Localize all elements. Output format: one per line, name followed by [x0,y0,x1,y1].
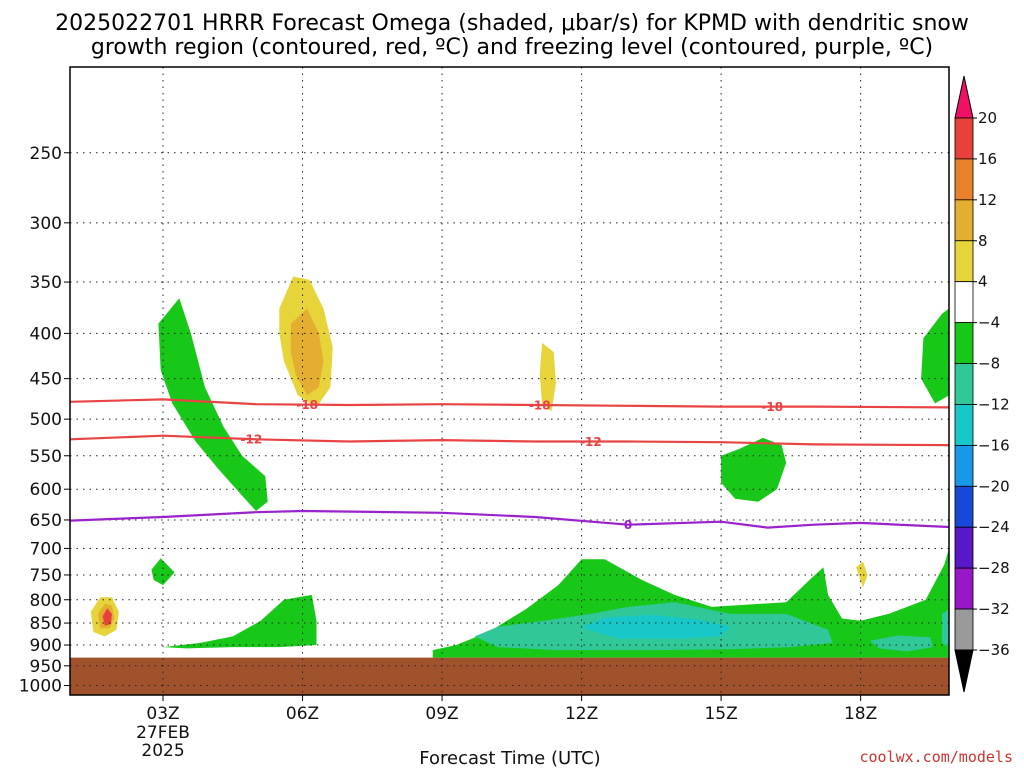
colorbar-tick-label: 8 [978,232,988,250]
chart-title-line-2: growth region (contoured, red, ºC) and f… [91,35,933,60]
x-tick-sublabel: 27FEB [136,723,190,743]
x-tick-label: 15Z [704,704,737,724]
contour-label: 0 [624,518,632,532]
x-tick-label: 09Z [425,704,458,724]
y-tick-label: 250 [30,144,62,164]
omega-area [921,308,949,404]
x-tick-label: 06Z [286,704,319,724]
omega-area [539,342,556,412]
colorbar-swatch [954,158,974,201]
y-tick-label: 400 [30,324,62,344]
omega-area [660,542,745,583]
x-tick-label: 03Z [146,704,179,724]
colorbar-tick-label: 4 [978,273,988,291]
y-tick-label: 450 [30,370,62,390]
omega-area [232,525,261,554]
contour-line [70,398,949,409]
grid-lines [70,67,949,695]
colorbar-tick-label: −24 [978,518,1010,536]
colorbar-tick-label: −32 [978,600,1010,618]
colorbar-swatch [954,444,974,487]
ground-layer [70,657,949,695]
y-tick-label: 350 [30,273,62,293]
omega-area [483,313,587,467]
y-tick-label: 700 [30,539,62,559]
colorbar-top-arrow [954,75,974,119]
plot-area: -18 -18 -18 -12 -12 0 [70,67,949,695]
omega-area [290,308,324,396]
contour-label: -12 [580,435,602,449]
contour-label: -18 [529,399,551,413]
y-tick-label: 850 [30,614,62,634]
y-tick-label: 1000 [19,677,62,697]
x-axis-label: Forecast Time (UTC) [419,748,600,768]
colorbar-tick-label: 16 [978,150,997,168]
omega-area [151,558,175,586]
contour-line [70,509,949,529]
contour-label: -12 [241,433,263,447]
omega-area [658,318,759,442]
y-tick-label: 900 [30,636,62,656]
colorbar-swatch [954,567,974,610]
colorbar-bottom-arrow [954,649,974,693]
colorbar-swatch [954,526,974,569]
contour-line [70,434,949,447]
y-tick-label: 950 [30,657,62,677]
omega-area [163,594,317,649]
colorbar-swatch [954,608,974,651]
colorbar-tick-label: 20 [978,109,997,127]
y-tick-label: 600 [30,480,62,500]
omega-shading [84,67,949,658]
y-tick-label: 800 [30,591,62,611]
omega-area [869,635,933,652]
colorbar-swatch [954,281,974,324]
omega-area [397,67,410,101]
omega-area [844,551,875,605]
x-tick-sublabel: 2025 [141,741,184,761]
omega-area [942,609,949,648]
colorbar-swatch [954,363,974,405]
colorbar-tick-label: −12 [978,395,1010,413]
omega-area [795,222,856,319]
y-tick-label: 300 [30,214,62,234]
colorbar-swatch [954,199,974,242]
omega-area [581,614,731,639]
omega-area [102,608,112,626]
x-tick-label: 18Z [844,704,877,724]
x-tick-label: 12Z [565,704,598,724]
y-tick-label: 650 [30,511,62,531]
colorbar: 20 16 12 8 4 −4 −8 −12 −16 −20 −24 −28 −32 −36 [954,75,1010,693]
colorbar-tick-label: −4 [978,314,1000,332]
colorbar-tick-label: −28 [978,559,1010,577]
omega-area [721,437,787,502]
y-tick-label: 750 [30,566,62,586]
colorbar-tick-label: −36 [978,641,1010,659]
y-axis: 2503003504004505005506006507007508008509… [19,144,70,697]
colorbar-swatch [954,322,974,364]
contour-label: -18 [296,398,318,412]
credit-text: coolwx.com/models [859,748,1013,766]
contour-label: -18 [761,400,783,414]
omega-area [451,551,470,575]
colorbar-tick-label: −20 [978,477,1010,495]
y-tick-label: 500 [30,410,62,430]
colorbar-swatch [954,485,974,528]
y-tick-label: 550 [30,447,62,467]
plot-frame [69,66,950,696]
colorbar-swatch [954,404,974,446]
colorbar-swatch [954,117,974,160]
omega-area [158,298,268,511]
contour-lines: -18 -18 -18 -12 -12 0 [70,398,949,532]
omega-area [856,561,868,588]
colorbar-tick-label: 12 [978,191,997,209]
chart-title-line-1: 2025022701 HRRR Forecast Omega (shaded, … [55,11,969,36]
colorbar-tick-label: −8 [978,355,1000,373]
colorbar-swatch [954,240,974,283]
omega-area [344,561,377,603]
colorbar-tick-label: −16 [978,436,1010,454]
